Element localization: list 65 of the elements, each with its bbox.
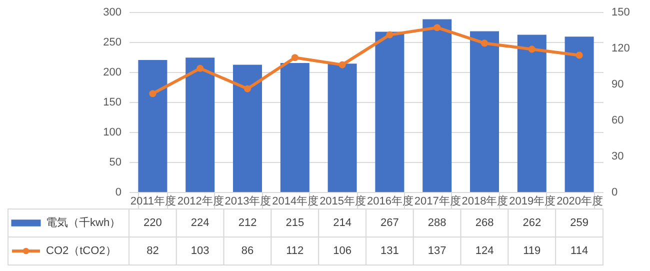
point bbox=[576, 52, 583, 59]
y2-tick-label: 30 bbox=[612, 150, 624, 162]
point bbox=[244, 85, 252, 92]
data-label: 215 bbox=[286, 217, 304, 229]
y-tick-label: 200 bbox=[103, 66, 122, 78]
data-label: 119 bbox=[523, 245, 541, 257]
point bbox=[434, 24, 441, 32]
data-label: 288 bbox=[428, 217, 446, 229]
x-tick-label: 2018年度 bbox=[462, 194, 508, 208]
x-tick-label: 2019年度 bbox=[509, 194, 556, 208]
data-label: 224 bbox=[190, 217, 210, 229]
data-label: 268 bbox=[475, 217, 494, 229]
y2-tick-label: 150 bbox=[612, 6, 630, 18]
point bbox=[149, 90, 156, 98]
bar bbox=[233, 64, 262, 192]
point bbox=[291, 54, 298, 62]
y2-tick-label: 120 bbox=[612, 42, 630, 54]
data-label: 124 bbox=[475, 245, 494, 257]
bar bbox=[517, 34, 546, 192]
y-tick-label: 50 bbox=[109, 156, 122, 168]
x-tick-label: 2014年度 bbox=[272, 194, 319, 208]
point bbox=[386, 31, 394, 38]
point bbox=[196, 64, 204, 72]
y-tick-label: 300 bbox=[103, 6, 122, 18]
point bbox=[528, 46, 536, 53]
x-tick-label: 2017年度 bbox=[414, 194, 461, 208]
x-tick-label: 2020年度 bbox=[556, 194, 604, 208]
bar bbox=[470, 31, 499, 192]
data-label: 262 bbox=[522, 217, 542, 229]
point bbox=[338, 61, 346, 68]
data-label: 259 bbox=[570, 217, 588, 229]
y2-tick-label: 90 bbox=[612, 78, 624, 90]
x-tick-label: 2015年度 bbox=[320, 194, 366, 208]
y2-tick-label: 60 bbox=[612, 114, 624, 126]
bar bbox=[280, 63, 310, 192]
y-tick-label: 250 bbox=[103, 36, 122, 48]
data-label: 114 bbox=[570, 245, 588, 257]
data-label: 112 bbox=[286, 245, 304, 257]
data-label: 103 bbox=[190, 245, 210, 257]
y-tick-label: 150 bbox=[103, 96, 122, 108]
x-tick-label: 2012年度 bbox=[177, 194, 224, 208]
data-label: 137 bbox=[428, 245, 446, 257]
data-label: 131 bbox=[380, 245, 399, 257]
y-tick-label: 100 bbox=[103, 126, 122, 138]
bar bbox=[375, 32, 404, 192]
legend-label: 電気（千kwh） bbox=[46, 216, 121, 229]
data-label: 106 bbox=[333, 245, 352, 257]
x-tick-label: 2011年度 bbox=[130, 194, 176, 208]
bar bbox=[186, 58, 215, 192]
y2-tick-label: 0 bbox=[612, 186, 618, 198]
data-label: 214 bbox=[333, 217, 352, 229]
bar bbox=[328, 64, 357, 192]
data-label: 212 bbox=[238, 217, 257, 229]
data-label: 220 bbox=[144, 217, 162, 229]
bar bbox=[422, 19, 452, 192]
x-tick-label: 2013年度 bbox=[224, 194, 272, 208]
data-label: 267 bbox=[380, 217, 399, 229]
y-tick-label: 0 bbox=[115, 186, 122, 198]
data-label: 82 bbox=[146, 245, 159, 257]
point bbox=[480, 40, 488, 47]
legend-label: CO2（tCO2） bbox=[46, 245, 116, 257]
bar bbox=[564, 36, 594, 192]
bar bbox=[138, 60, 168, 192]
x-tick-label: 2016年度 bbox=[366, 194, 414, 208]
data-label: 86 bbox=[241, 245, 254, 257]
